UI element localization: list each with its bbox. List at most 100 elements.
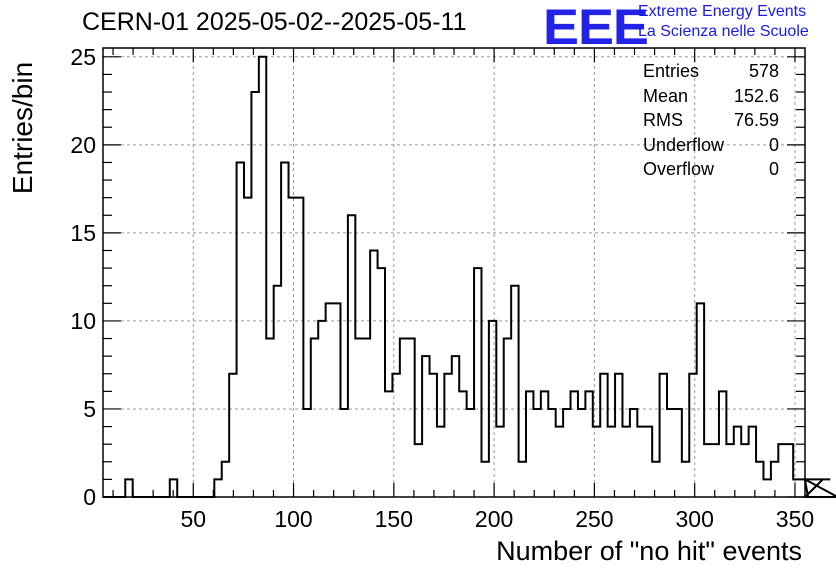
histogram-bin xyxy=(214,479,221,497)
stats-row-mean: Mean 152.6 xyxy=(643,84,779,109)
histogram-bin xyxy=(511,286,518,497)
histogram-bin xyxy=(452,356,459,497)
histogram-bin xyxy=(667,409,674,497)
histogram-bin xyxy=(585,391,592,497)
x-tick-label: 200 xyxy=(475,506,513,532)
histogram-bin xyxy=(274,286,281,497)
histogram-bin xyxy=(697,303,704,497)
histogram-bin xyxy=(726,444,733,497)
histogram-bin xyxy=(660,374,667,497)
histogram-bin xyxy=(459,391,466,497)
histogram-bin xyxy=(630,409,637,497)
histogram-bin xyxy=(556,427,563,497)
histogram-bin xyxy=(600,374,607,497)
histogram-bin xyxy=(778,444,785,497)
stats-row-entries: Entries 578 xyxy=(643,59,779,84)
histogram-bin xyxy=(326,303,333,497)
histogram-bin xyxy=(378,268,385,497)
histogram-bin xyxy=(125,479,132,497)
logo-text-line1: Extreme Energy Events xyxy=(638,3,807,20)
x-tick-label: 350 xyxy=(776,506,814,532)
histogram-bin xyxy=(682,462,689,497)
logo-text-line2: La Scienza nelle Scuole xyxy=(638,23,809,40)
histogram-bin xyxy=(422,356,429,497)
histogram-bin xyxy=(259,57,266,497)
stats-label: Entries xyxy=(643,61,700,81)
histogram-bin xyxy=(763,479,770,497)
stats-value: 76.59 xyxy=(733,110,779,130)
histogram-bin xyxy=(786,444,793,497)
histogram-bin xyxy=(363,339,370,497)
histogram-bin xyxy=(793,479,800,497)
histogram-bin xyxy=(637,427,644,497)
x-tick-label: 100 xyxy=(274,506,312,532)
stats-value: 152.6 xyxy=(733,85,779,106)
histogram-bin xyxy=(496,427,503,497)
histogram-bin xyxy=(370,250,377,497)
histogram-bin xyxy=(756,462,763,497)
histogram-bin xyxy=(296,198,303,497)
histogram-bin xyxy=(504,339,511,497)
x-tick-label: 150 xyxy=(375,506,413,532)
stats-row-rms: RMS 76.59 xyxy=(643,108,779,133)
chart-title: CERN-01 2025-05-02--2025-05-11 xyxy=(82,8,467,36)
histogram-bin xyxy=(355,339,362,497)
histogram-bin xyxy=(222,462,229,497)
histogram-bin xyxy=(541,391,548,497)
histogram-bin xyxy=(430,374,437,497)
histogram-bin xyxy=(615,374,622,497)
histogram-bin xyxy=(526,391,533,497)
histogram-bin xyxy=(734,427,741,497)
histogram-bin xyxy=(303,409,310,497)
stats-label: Overflow xyxy=(643,159,715,179)
histogram-bin xyxy=(237,162,244,497)
y-tick-label: 20 xyxy=(70,132,96,158)
histogram-bin xyxy=(689,374,696,497)
x-tick-label: 300 xyxy=(675,506,713,532)
stats-row-underflow: Underflow 0 xyxy=(643,133,779,158)
histogram-bin xyxy=(645,427,652,497)
histogram-bin xyxy=(444,374,451,497)
histogram-bin xyxy=(348,215,355,497)
y-tick-label: 25 xyxy=(70,44,96,70)
histogram-bin xyxy=(400,339,407,497)
stats-value: 0 xyxy=(768,134,779,155)
histogram-bin xyxy=(548,409,555,497)
histogram-bin xyxy=(652,462,659,497)
histogram-bin xyxy=(749,427,756,497)
y-tick-label: 0 xyxy=(83,484,96,510)
histogram-bin xyxy=(578,409,585,497)
histogram-series xyxy=(103,55,836,498)
histogram-bin xyxy=(467,409,474,497)
x-axis-label: Number of "no hit" events xyxy=(496,536,802,566)
histogram-bin xyxy=(281,162,288,497)
histogram-bin xyxy=(481,462,488,497)
histogram-bin xyxy=(741,444,748,497)
x-tick-label: 250 xyxy=(575,506,613,532)
histogram-bin xyxy=(340,409,347,497)
histogram-bin xyxy=(266,339,273,497)
histogram-bin xyxy=(289,198,296,497)
y-tick-label: 15 xyxy=(70,220,96,246)
histogram-bin xyxy=(415,444,422,497)
stats-label: RMS xyxy=(643,110,683,130)
stats-label: Mean xyxy=(643,85,689,106)
stats-box: Entries 578 Mean 152.6 RMS 76.59 Underfl… xyxy=(643,59,779,182)
histogram-bin xyxy=(244,198,251,497)
histogram-bin xyxy=(251,92,258,497)
histogram-bin xyxy=(571,391,578,497)
histogram-bin xyxy=(719,391,726,497)
histogram-bin xyxy=(608,427,615,497)
histogram-bin xyxy=(437,427,444,497)
stats-value: 578 xyxy=(748,61,779,81)
stats-value: 0 xyxy=(768,159,779,179)
histogram-bin xyxy=(229,374,236,497)
histogram-bin xyxy=(712,444,719,497)
stats-label: Underflow xyxy=(643,134,725,155)
histogram-bin xyxy=(533,409,540,497)
histogram-bin xyxy=(622,427,629,497)
histogram-bin xyxy=(333,303,340,497)
eee-logo-mark: EEE xyxy=(543,0,649,55)
y-tick-label: 5 xyxy=(83,396,96,422)
